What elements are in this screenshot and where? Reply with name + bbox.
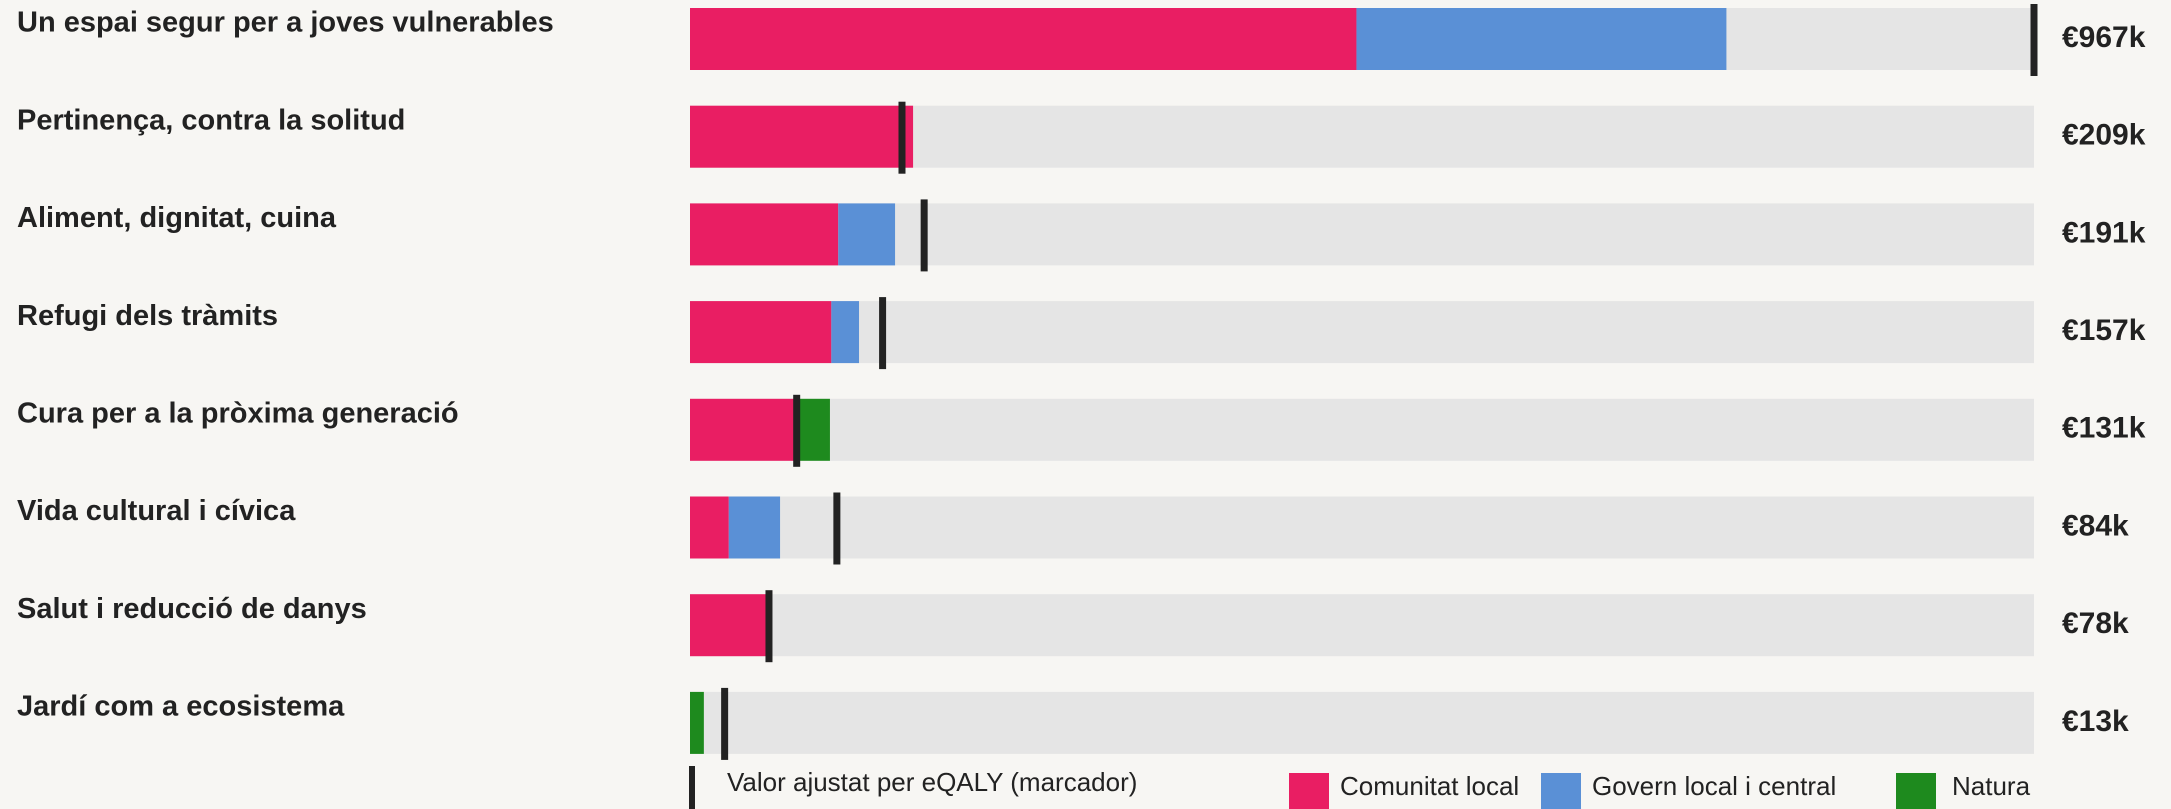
- bar-segment: [690, 594, 769, 657]
- bar-segment: [728, 496, 781, 559]
- category-label: Vida cultural i cívica: [17, 495, 296, 527]
- total-label: €191k: [2062, 216, 2146, 249]
- legend-swatch: [1289, 773, 1329, 809]
- marker: [765, 590, 773, 663]
- legend-label: Comunitat local: [1340, 771, 1519, 801]
- marker: [898, 101, 906, 174]
- total-label: €78k: [2062, 607, 2129, 640]
- bar-segment: [799, 398, 830, 461]
- bar-segment: [690, 105, 914, 168]
- category-label: Aliment, dignitat, cuina: [17, 202, 337, 234]
- bar-segment: [690, 8, 1357, 70]
- total-label: €13k: [2062, 705, 2129, 738]
- category-label: Salut i reducció de danys: [17, 593, 367, 625]
- marker: [833, 492, 841, 565]
- total-label: €967k: [2062, 21, 2146, 54]
- legend-label: Govern local i central: [1592, 771, 1836, 801]
- bar-segment: [690, 398, 796, 461]
- category-label: Un espai segur per a joves vulnerables: [17, 7, 554, 39]
- marker: [793, 394, 801, 467]
- track: [690, 105, 2034, 168]
- total-label: €131k: [2062, 412, 2146, 445]
- legend-label: Valor ajustat per eQALY (marcador): [727, 767, 1137, 797]
- category-label: Refugi dels tràmits: [17, 300, 278, 332]
- bar-segment: [690, 496, 729, 559]
- track: [690, 594, 2034, 657]
- category-label: Pertinença, contra la solitud: [17, 104, 405, 136]
- legend-marker: [689, 766, 695, 809]
- legend-label: Natura: [1952, 771, 2031, 801]
- bar-segment: [838, 203, 896, 266]
- bar-segment: [690, 203, 839, 266]
- track: [690, 398, 2034, 461]
- total-label: €84k: [2062, 509, 2129, 542]
- marker: [879, 297, 887, 370]
- category-label: Jardí com a ecosistema: [17, 691, 345, 723]
- bar-segment: [831, 301, 860, 364]
- category-label: Cura per a la pròxima generació: [17, 397, 459, 429]
- total-label: €157k: [2062, 314, 2146, 347]
- track: [690, 691, 2034, 754]
- marker: [721, 687, 729, 760]
- bar-segment: [690, 691, 704, 754]
- legend-swatch: [1896, 773, 1936, 809]
- track: [690, 496, 2034, 559]
- legend-swatch: [1541, 773, 1581, 809]
- bar-segment: [1356, 8, 1727, 70]
- bar-segment: [690, 301, 832, 364]
- total-label: €209k: [2062, 119, 2146, 152]
- marker: [2030, 4, 2038, 76]
- track: [690, 301, 2034, 364]
- marker: [920, 199, 928, 272]
- track: [690, 203, 2034, 266]
